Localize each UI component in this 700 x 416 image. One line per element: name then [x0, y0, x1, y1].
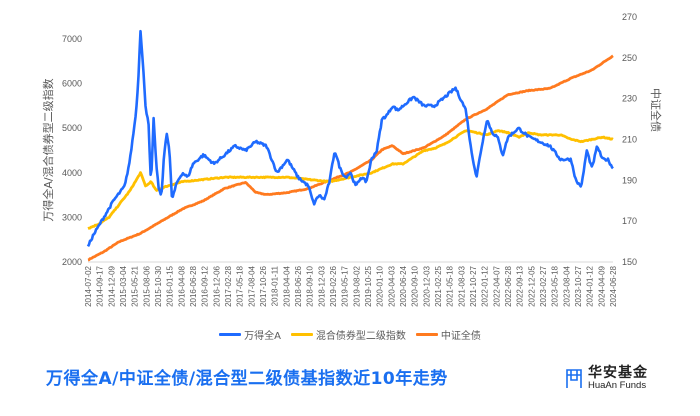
x-tick-label: 2020-09-10 — [411, 265, 420, 306]
x-tick-label: 2020-04-03 — [387, 265, 396, 306]
x-tick-label: 2016-09-12 — [201, 265, 210, 306]
x-tick-label: 2014-07-02 — [84, 265, 93, 306]
x-tick-label: 2019-05-17 — [341, 265, 350, 306]
series-line-0 — [86, 29, 614, 248]
x-tick-label: 2020-12-03 — [422, 265, 431, 306]
x-tick-label: 2017-08-04 — [247, 265, 256, 306]
right-axis-ticks: 150 170 190 210 230 250 270 — [622, 12, 637, 267]
logo-cn-text: 华安基金 — [588, 365, 648, 381]
right-tick-label: 190 — [622, 175, 637, 185]
x-tick-label: 2022-09-13 — [516, 265, 525, 306]
huaan-logo-icon — [566, 369, 582, 389]
legend-item-hybrid-bond[interactable]: 混合债券型二级指数 — [290, 327, 406, 342]
x-tick-label: 2016-12-06 — [212, 265, 221, 306]
x-tick-label: 2019-02-26 — [329, 265, 338, 306]
chart: 2000 3000 4000 5000 6000 7000 150 170 190 210 230… — [41, 12, 663, 307]
left-tick-label: 2000 — [62, 257, 82, 267]
left-tick-label: 7000 — [62, 34, 82, 44]
x-tick-label: 2022-12-05 — [527, 265, 536, 306]
legend-label: 中证全债 — [440, 331, 481, 342]
x-tick-label: 2014-12-09 — [107, 265, 116, 306]
page-title: 万得全A/中证全债/混合型二级债基指数近10年走势 — [46, 369, 448, 389]
logo-en-text: HuaAn Funds — [588, 379, 647, 391]
x-tick-label: 2015-05-21 — [131, 265, 140, 306]
x-tick-label: 2022-06-28 — [504, 265, 513, 306]
legend-swatch-icon — [415, 333, 438, 336]
x-axis-ticks: 2014-07-02 2014-09-17 2014-12-09 2015-03-04… — [84, 265, 618, 306]
x-tick-label: 2023-05-18 — [551, 265, 560, 306]
x-tick-label: 2021-08-03 — [457, 265, 466, 306]
right-tick-label: 230 — [622, 94, 637, 104]
x-tick-label: 2014-09-17 — [96, 265, 105, 306]
x-tick-label: 2019-10-25 — [364, 265, 373, 306]
x-tick-label: 2016-04-08 — [177, 265, 186, 306]
x-tick-label: 2015-10-30 — [154, 265, 163, 306]
x-tick-label: 2021-05-18 — [446, 265, 455, 306]
legend-item-csi-bond[interactable]: 中证全债 — [415, 327, 481, 342]
legend-swatch-icon — [219, 333, 242, 336]
left-tick-label: 6000 — [62, 79, 82, 89]
x-tick-label: 2015-08-06 — [142, 265, 151, 306]
x-tick-label: 2017-02-28 — [224, 265, 233, 306]
x-tick-label: 2024-01-12 — [586, 265, 595, 306]
x-tick-label: 2018-06-26 — [294, 265, 303, 306]
x-tick-label: 2018-01-11 — [271, 265, 280, 306]
x-tick-label: 2024-04-09 — [597, 265, 606, 306]
legend-label: 万得全A — [244, 331, 281, 342]
left-tick-label: 3000 — [62, 212, 82, 222]
legend-item-wind-a[interactable]: 万得全A — [219, 327, 281, 342]
x-tick-label: 2016-06-28 — [189, 265, 198, 306]
legend-label: 混合债券型二级指数 — [315, 331, 406, 342]
right-axis-title: 中证全债 — [649, 88, 663, 132]
x-tick-label: 2020-01-10 — [376, 265, 385, 306]
left-tick-label: 5000 — [62, 123, 82, 133]
x-tick-label: 2021-10-27 — [469, 265, 478, 306]
brand-logo: 华安基金 HuaAn Funds — [566, 366, 648, 391]
x-tick-label: 2024-06-28 — [609, 265, 618, 306]
x-tick-label: 2018-04-04 — [282, 265, 291, 306]
x-tick-label: 2022-01-12 — [481, 265, 490, 306]
x-tick-label: 2017-10-26 — [259, 265, 268, 306]
x-tick-label: 2015-03-04 — [119, 265, 128, 306]
x-tick-label: 2017-05-18 — [236, 265, 245, 306]
x-tick-label: 2020-06-24 — [399, 265, 408, 306]
x-tick-label: 2021-02-25 — [434, 265, 443, 306]
right-tick-label: 250 — [622, 53, 637, 63]
x-tick-label: 2016-01-15 — [166, 265, 175, 306]
right-tick-label: 170 — [622, 216, 637, 226]
right-tick-label: 150 — [622, 257, 637, 267]
x-tick-label: 2019-08-02 — [352, 265, 361, 306]
x-tick-label: 2023-08-04 — [562, 265, 571, 306]
legend-swatch-icon — [290, 333, 313, 336]
x-tick-label: 2018-09-10 — [306, 265, 315, 306]
x-tick-label: 2023-10-27 — [574, 265, 583, 306]
right-tick-label: 270 — [622, 12, 637, 22]
left-axis-title: 万得全A/混合债券型二级指数 — [41, 78, 55, 221]
left-tick-label: 4000 — [62, 168, 82, 178]
x-tick-label: 2018-12-03 — [317, 265, 326, 306]
legend: 万得全A 混合债券型二级指数 中证全债 — [0, 327, 700, 342]
series-lines — [86, 29, 614, 262]
left-axis-ticks: 2000 3000 4000 5000 6000 7000 — [62, 34, 82, 267]
right-tick-label: 210 — [622, 135, 637, 145]
x-tick-label: 2023-02-27 — [539, 265, 548, 306]
x-tick-label: 2022-04-07 — [492, 265, 501, 306]
series-line-2 — [87, 54, 614, 262]
series-line-1 — [87, 129, 614, 230]
